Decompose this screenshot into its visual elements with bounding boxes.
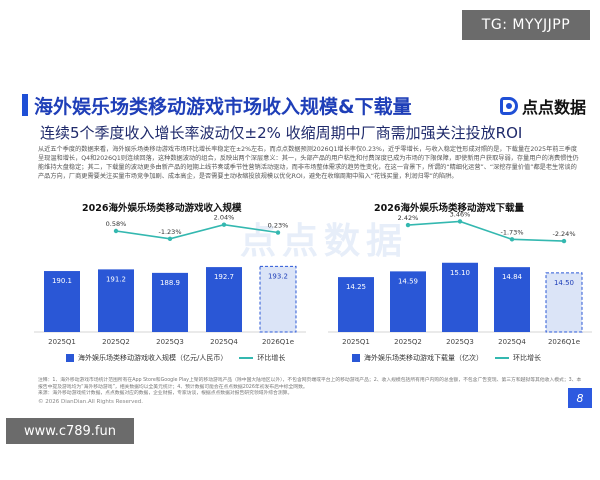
copyright-footer: © 2026 DianDian.All Rights Reserved. [38,399,143,405]
legend-line-label: 环比增长 [257,354,286,362]
title-accent-bar [22,94,28,116]
x-tick-label: 2025Q4 [210,338,238,346]
growth-value-label: 3.46% [450,210,471,218]
x-tick-label: 2025Q3 [446,338,474,346]
x-tick-label: 2025Q2 [394,338,422,346]
bar-value-label: 192.7 [214,273,234,281]
brand-logo: 点点数据 [500,94,586,118]
legend-bar-swatch [352,354,360,362]
page-subtitle: 连续5个季度收入增长率波动仅±2% 收缩周期中厂商需加强关注投放ROI [40,124,523,142]
bar [152,272,188,332]
bar [494,267,530,332]
bar-value-label: 15.10 [450,269,470,277]
bar-value-label: 188.9 [160,279,180,287]
x-tick-label: 2026Q1e [262,338,294,346]
growth-point [509,237,515,242]
bar [44,271,80,332]
growth-line [115,223,279,240]
bar-value-label: 14.50 [554,279,574,287]
x-tick-label: 2025Q1 [342,338,370,346]
notes-block: 注释：1、海外移动游戏市场统计范围所有在App Store和Google Pla… [38,378,582,398]
growth-point [221,222,227,227]
x-tick-label: 2025Q1 [48,338,76,346]
legend-line-swatch [239,357,254,359]
source-text: 来源：海外移动游戏统计数据，点点数据对应的数据，企业财报，专家访谈，根据点点数据… [38,391,293,397]
growth-line [407,220,565,242]
site-badge: www.c789.fun [6,418,134,444]
growth-value-label: 2.04% [214,214,235,222]
growth-value-label: -2.24% [553,230,576,238]
growth-point [561,238,567,244]
legend-line-label: 环比增长 [513,354,541,362]
bar [98,269,134,332]
bar-value-label: 14.59 [398,277,418,285]
bar [390,271,426,332]
legend-downloads: 海外娱乐场类移动游戏下载量（亿次） 环比增长 [352,353,541,363]
chart-title-downloads: 2026海外娱乐场类移动游戏下载量 [374,203,524,214]
x-tick-label: 2025Q2 [102,338,130,346]
notes-text: 注释：1、海外移动游戏市场统计范围所有在App Store和Google Pla… [38,378,582,390]
legend-revenue: 海外娱乐场类移动游戏收入规模（亿元/人民币） 环比增长 [66,353,285,363]
bar-value-label: 190.1 [52,277,72,285]
x-tick-label: 2025Q3 [156,338,184,346]
bar-value-label: 191.2 [106,275,126,283]
slide-panel [22,86,594,414]
legend-line-swatch [495,357,509,359]
bar [545,272,583,333]
title-row: 海外娱乐场类移动游戏市场收入规模&下载量 点点数据 [22,92,586,118]
growth-value-label: -1.73% [501,228,524,236]
growth-point [167,236,173,242]
legend-bar-swatch [66,354,74,362]
x-tick-label: 2026Q1e [548,338,580,346]
bar [338,277,374,332]
bar [442,262,478,332]
growth-point [113,228,119,234]
growth-point [405,222,411,228]
bar [206,267,242,332]
growth-value-label: -1.23% [159,228,182,236]
x-tick-label: 2025Q4 [498,338,526,346]
bar [259,265,297,333]
bar-value-label: 193.2 [268,272,288,280]
bar-value-label: 14.84 [502,273,523,281]
legend-bar-label: 海外娱乐场类移动游戏下载量（亿次） [364,354,483,362]
growth-point [275,230,281,235]
growth-value-label: 0.58% [106,220,127,228]
watermark: 点点数据 [240,221,409,262]
page-number: 8 [568,388,592,408]
page-title: 海外娱乐场类移动游戏市场收入规模&下载量 [34,96,412,118]
growth-value-label: 2.42% [398,214,419,222]
logo-icon [500,97,518,115]
chart-title-revenue: 2026海外娱乐场类移动游戏收入规模 [82,203,242,214]
growth-point [457,219,463,224]
growth-value-label: 0.23% [268,222,289,230]
logo-text: 点点数据 [522,98,587,117]
body-paragraph: 从近五个季度的数据来看，海外娱乐场类移动游戏市场环比增长率稳定在±2%左右，而点… [38,146,579,180]
bar-value-label: 14.25 [346,283,366,291]
tg-badge: TG: MYYJJPP [462,10,590,40]
legend-bar-label: 海外娱乐场类移动游戏收入规模（亿元/人民币） [78,354,228,362]
